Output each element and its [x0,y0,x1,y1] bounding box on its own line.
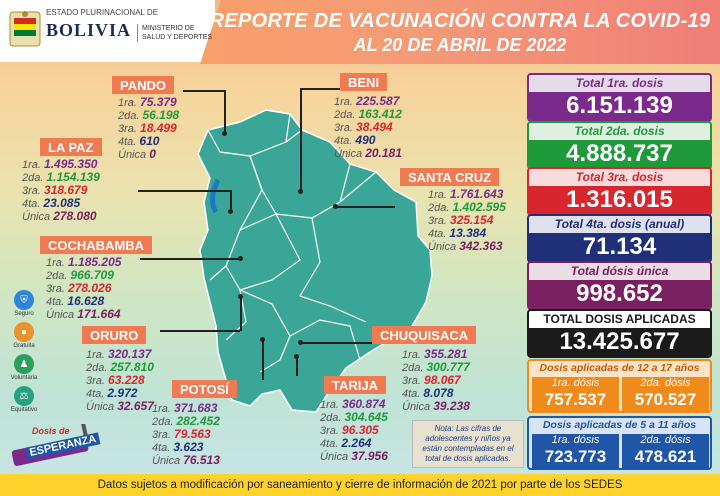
person-icon: ♟ [14,354,34,374]
shield-icon: ⛨ [14,290,34,310]
dept-stats-potosi: 1ra. 371.683 2da. 282.452 3ra. 79.563 4t… [152,401,220,467]
dept-label-beni: BENI [340,73,388,91]
coin-icon: ● [14,322,34,342]
legend-panel: ⛨ Seguro ● Gratuita ♟ Voluntaria ⚖ Equit… [8,290,40,413]
dept-label-chuquisaca: CHUQUISACA [372,326,477,344]
footer-disclaimer: Datos sujetos a modificación por saneami… [0,474,720,496]
leader-line-chuquisaca [300,342,395,344]
dept-label-pando: PANDO [112,76,174,94]
leader-line-cochabamba [140,258,240,260]
title-banner [200,0,720,64]
total-2nd-dose: Total 2da. dosis 4.888.737 [527,121,712,170]
scale-icon: ⚖ [14,386,34,406]
bolivia-coat-of-arms-icon [9,11,41,47]
leader-line-pando [183,90,225,92]
total-doses-applied: TOTAL DOSIS APLICADAS 13.425.677 [527,309,712,358]
report-title: REPORTE DE VACUNACIÓN CONTRA LA COVID-19… [200,8,720,64]
dept-stats-beni: 1ra. 225.587 2da. 163.412 3ra. 38.494 4t… [334,94,402,160]
campaign-badge: Dosis de ESPERANZA [8,424,101,468]
title-line-2: AL 20 DE ABRIL DE 2022 [353,35,567,55]
dept-label-lapaz: LA PAZ [40,138,102,156]
dept-stats-chuquisaca: 1ra. 355.281 2da. 300.777 3ra. 98.067 4t… [402,347,470,413]
dept-label-santacruz: SANTA CRUZ [400,168,500,186]
dept-label-tarija: TARIJA [324,376,386,394]
ministry-name: MINISTERIO DE SALUD Y DEPORTES [137,24,212,42]
title-line-1: REPORTE DE VACUNACIÓN CONTRA LA COVID-19 [209,10,711,32]
total-4th-dose: Total 4ta. dosis (anual) 71.134 [527,214,712,263]
dept-stats-oruro: 1ra. 320.137 2da. 257.810 3ra. 63.228 4t… [86,347,154,413]
dept-label-oruro: ORURO [82,326,147,344]
dept-label-potosi: POTOSÍ [172,380,237,398]
dept-stats-pando: 1ra. 75.379 2da. 56.198 3ra. 18.499 4ta.… [118,95,180,161]
dept-stats-santacruz: 1ra. 1.761.643 2da. 1.402.595 3ra. 325.1… [428,187,506,253]
leader-line-tarija [296,356,298,376]
logo-bolivia: BOLIVIA [46,20,132,40]
teen-doses-box: Dosis aplicadas de 12 a 17 años 1ra. dós… [527,359,712,413]
leader-line-potosi [262,340,264,380]
dept-stats-cochabamba: 1ra. 1.185.205 2da. 966.709 3ra. 278.026… [46,255,122,321]
dept-label-cochabamba: COCHABAMBA [40,236,153,254]
total-single-dose: Total dósis única 998.652 [527,261,712,310]
dept-stats-lapaz: 1ra. 1.495.350 2da. 1.154.139 3ra. 318.6… [22,157,100,223]
total-3rd-dose: Total 3ra. dosis 1.316.015 [527,167,712,216]
leader-line-oruro [160,330,240,332]
age-note: Nota: Las cifras de adolescentes y niños… [412,420,524,468]
leader-line-beni [300,88,340,90]
leader-line-lapaz [138,190,230,192]
total-1st-dose: Total 1ra. dosis 6.151.139 [527,73,712,122]
kids-doses-box: Dosis aplicadas de 5 a 11 años 1ra. dósi… [527,416,712,470]
dept-stats-tarija: 1ra. 360.874 2da. 304.645 3ra. 96.305 4t… [320,397,388,463]
leader-line-santacruz [335,206,395,208]
logo-caption: ESTADO PLURINACIONAL DE [46,8,159,17]
